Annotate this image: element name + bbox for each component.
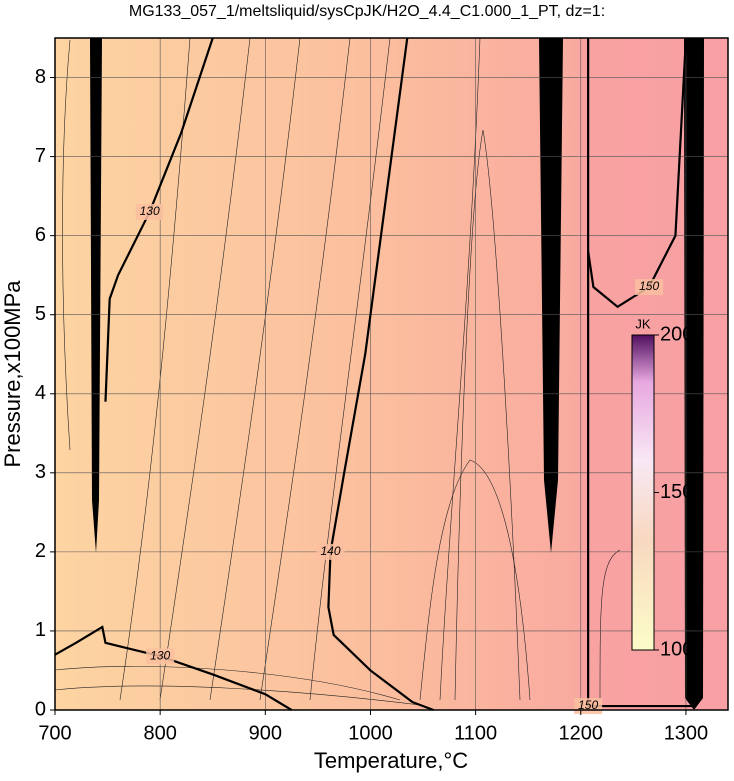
plot-background <box>55 38 728 710</box>
contour-line <box>587 37 688 309</box>
y-tick-label: 7 <box>35 145 46 167</box>
y-tick-label: 0 <box>35 698 46 720</box>
y-tick-label: 5 <box>35 303 46 325</box>
colorbar-tick-label: 100 <box>660 638 693 660</box>
x-tick-label: 1200 <box>559 722 604 744</box>
colorbar-tick-label: 200 <box>660 323 693 345</box>
x-tick-label: 1000 <box>348 722 393 744</box>
y-tick-label: 3 <box>35 461 46 483</box>
contour-label: 130 <box>140 204 160 218</box>
colorbar <box>631 334 655 651</box>
contour-label: 140 <box>320 544 340 558</box>
contour-label-bg <box>316 543 345 560</box>
dense-band <box>684 38 704 710</box>
contour-label-bg <box>146 648 175 665</box>
x-tick-label: 900 <box>249 722 282 744</box>
thin-contours <box>55 38 621 706</box>
chart-title: MG133_057_1/meltsliquid/sysCpJK/H2O_4.4_… <box>129 3 605 20</box>
contour-line <box>104 37 214 402</box>
plot-frame <box>54 37 729 711</box>
x-tick-label: 800 <box>143 722 176 744</box>
y-tick-label: 8 <box>35 66 46 88</box>
y-tick-label: 6 <box>35 224 46 246</box>
colorbar-label: JK <box>635 316 651 331</box>
dense-band <box>90 38 102 553</box>
x-tick-label: 1100 <box>454 722 497 744</box>
y-tick-label: 4 <box>35 382 46 404</box>
contour-label-bg <box>635 279 664 296</box>
contour-line <box>54 625 293 711</box>
contour-label: 130 <box>150 648 170 662</box>
contour-label: 150 <box>578 698 598 712</box>
x-axis-label: Temperature,°C <box>314 748 468 773</box>
contour-label-bg <box>135 203 164 220</box>
contour-line <box>587 38 697 708</box>
x-tick-label: 700 <box>38 722 71 744</box>
contour-label: 150 <box>639 279 659 293</box>
y-tick-label: 1 <box>35 619 46 641</box>
dense-band <box>539 38 563 553</box>
colorbar-tick-label: 150 <box>660 481 693 503</box>
y-tick-label: 2 <box>35 540 46 562</box>
contour-line <box>327 37 434 712</box>
x-tick-label: 1300 <box>664 722 709 744</box>
y-axis-label: Pressure,x100MPa <box>0 280 25 468</box>
